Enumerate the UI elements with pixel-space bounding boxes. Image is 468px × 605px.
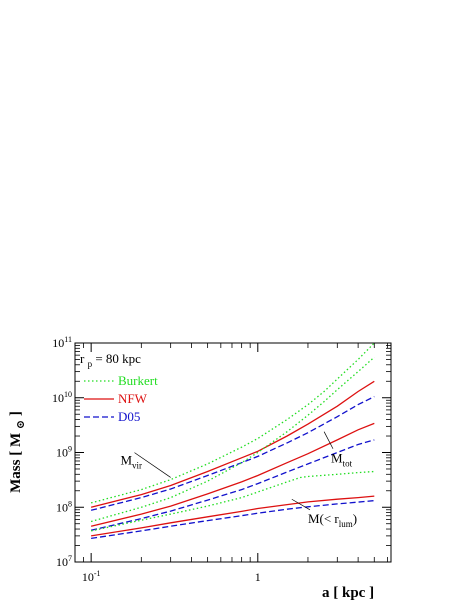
y-tick-label: 1011 xyxy=(52,335,72,350)
annotation-mtot: Mtot xyxy=(331,451,353,469)
series-m-vir-d05 xyxy=(90,396,375,511)
y-tick-label: 109 xyxy=(56,445,72,460)
annotation-mvir-pointer xyxy=(134,452,171,478)
y-tick-label: 108 xyxy=(56,499,72,514)
annotation-mlum: M(< rlum) xyxy=(308,511,357,529)
x-tick-label-exp: -1 xyxy=(94,569,101,578)
rp-value: = 80 kpc xyxy=(95,351,141,366)
x-tick-label-base: 10 xyxy=(82,570,94,584)
y-tick-label-base: 10 xyxy=(52,336,64,350)
annotation-mlum-pointer xyxy=(291,498,311,511)
y-tick-label-exp: 9 xyxy=(68,445,72,454)
y-tick-label-base: 10 xyxy=(52,391,64,405)
legend-nfw-label: NFW xyxy=(118,391,148,406)
series-m-vir-nfw xyxy=(90,380,375,508)
x-tick-label: 10-1 xyxy=(82,569,101,584)
series-m-vir-burkert xyxy=(90,343,375,504)
annotation-mtot-sub: tot xyxy=(343,459,353,469)
annotation-mvir: Mvir xyxy=(120,453,142,471)
y-tick-label-base: 10 xyxy=(56,555,68,569)
y-tick-label-exp: 11 xyxy=(64,335,72,344)
svg-text:Mass [ M ⊙ ]: Mass [ M ⊙ ] xyxy=(8,411,28,493)
annotation-mlum-tail: ) xyxy=(353,511,357,526)
legend: Burkert NFW D05 xyxy=(84,373,158,424)
y-axis-label-text: Mass [ M xyxy=(8,433,24,493)
y-axis-label: Mass [ M ⊙ ] xyxy=(8,411,28,493)
x-tick-label-base: 1 xyxy=(255,570,261,584)
series-m-tot-d05 xyxy=(90,439,375,531)
annotation-mlum-base: M(< r xyxy=(308,511,339,526)
annotation-mlum-sub: lum xyxy=(339,519,353,529)
y-tick-label: 1010 xyxy=(52,390,72,405)
series-m-tot-nfw xyxy=(90,422,375,527)
y-tick-label-base: 10 xyxy=(56,446,68,460)
x-tick-label: 1 xyxy=(255,570,261,584)
series-m-lum-nfw xyxy=(90,495,375,537)
annotation-mvir-sub: vir xyxy=(132,461,142,471)
series-m-lum-burkert xyxy=(90,470,375,532)
rp-subscript: p xyxy=(88,359,93,369)
y-axis-label-close: ] xyxy=(8,411,24,416)
rp-annotation: r p = 80 kpc xyxy=(80,351,141,370)
x-axis-label: a [ kpc ] xyxy=(322,585,374,601)
curves-group xyxy=(90,343,375,540)
series-m-lum-d05 xyxy=(91,499,375,540)
axis-ticks xyxy=(75,342,391,563)
legend-d05-label: D05 xyxy=(118,409,140,424)
y-tick-label: 107 xyxy=(56,554,72,569)
annotation-mvir-base: M xyxy=(120,453,132,468)
y-tick-label-exp: 7 xyxy=(68,554,72,563)
y-tick-label-exp: 10 xyxy=(64,390,72,399)
rp-letter: r xyxy=(80,351,85,366)
sun-symbol: ⊙ xyxy=(15,420,27,429)
legend-burkert-label: Burkert xyxy=(118,373,158,388)
y-tick-label-base: 10 xyxy=(56,500,68,514)
annotation-mtot-base: M xyxy=(331,451,343,466)
y-tick-label-exp: 8 xyxy=(68,499,72,508)
annotation-mtot-pointer xyxy=(323,431,334,449)
